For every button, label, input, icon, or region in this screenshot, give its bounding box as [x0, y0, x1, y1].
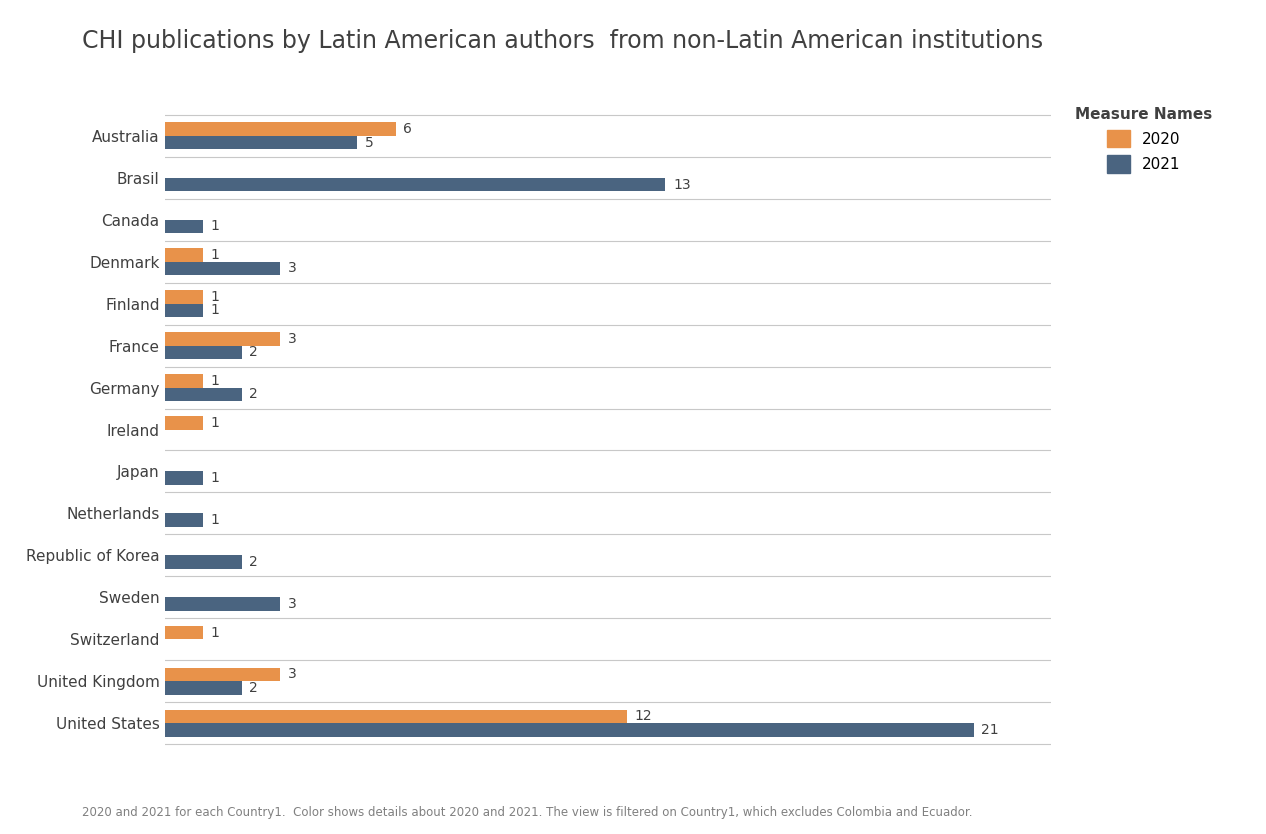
Text: 3: 3: [287, 667, 296, 681]
Text: 3: 3: [287, 597, 296, 611]
Bar: [165, 262, 280, 275]
Legend: 2020, 2021: 2020, 2021: [1067, 99, 1220, 180]
Text: 2020 and 2021 for each Country1.  Color shows details about 2020 and 2021. The v: 2020 and 2021 for each Country1. Color s…: [82, 806, 972, 819]
Text: 3: 3: [287, 261, 296, 275]
Text: 1: 1: [211, 374, 220, 388]
Text: 1: 1: [211, 626, 220, 640]
Bar: [165, 220, 203, 234]
Text: 1: 1: [211, 248, 220, 262]
Text: 1: 1: [211, 219, 220, 234]
Text: 2: 2: [249, 345, 258, 359]
Bar: [165, 345, 242, 359]
Bar: [165, 178, 666, 191]
Text: 12: 12: [634, 710, 652, 723]
Text: 2: 2: [249, 387, 258, 401]
Bar: [165, 374, 203, 388]
Text: 1: 1: [211, 513, 220, 527]
Text: 1: 1: [211, 471, 220, 485]
Text: 5: 5: [365, 136, 373, 149]
Bar: [165, 668, 280, 681]
Text: 2: 2: [249, 555, 258, 569]
Text: 6: 6: [404, 122, 413, 136]
Bar: [165, 471, 203, 485]
Bar: [165, 514, 203, 527]
Bar: [165, 388, 242, 401]
Bar: [165, 681, 242, 695]
Text: 1: 1: [211, 304, 220, 318]
Text: 21: 21: [981, 723, 999, 737]
Text: 2: 2: [249, 681, 258, 695]
Text: CHI publications by Latin American authors  from non-Latin American institutions: CHI publications by Latin American autho…: [82, 29, 1043, 53]
Bar: [165, 710, 627, 723]
Bar: [165, 626, 203, 639]
Text: 3: 3: [287, 332, 296, 346]
Bar: [165, 597, 280, 610]
Bar: [165, 555, 242, 569]
Text: 1: 1: [211, 416, 220, 430]
Bar: [165, 332, 280, 345]
Bar: [165, 123, 396, 136]
Bar: [165, 290, 203, 304]
Bar: [165, 136, 357, 149]
Text: 13: 13: [674, 178, 691, 192]
Bar: [165, 723, 974, 736]
Text: 1: 1: [211, 290, 220, 304]
Bar: [165, 416, 203, 430]
Bar: [165, 249, 203, 262]
Bar: [165, 304, 203, 317]
